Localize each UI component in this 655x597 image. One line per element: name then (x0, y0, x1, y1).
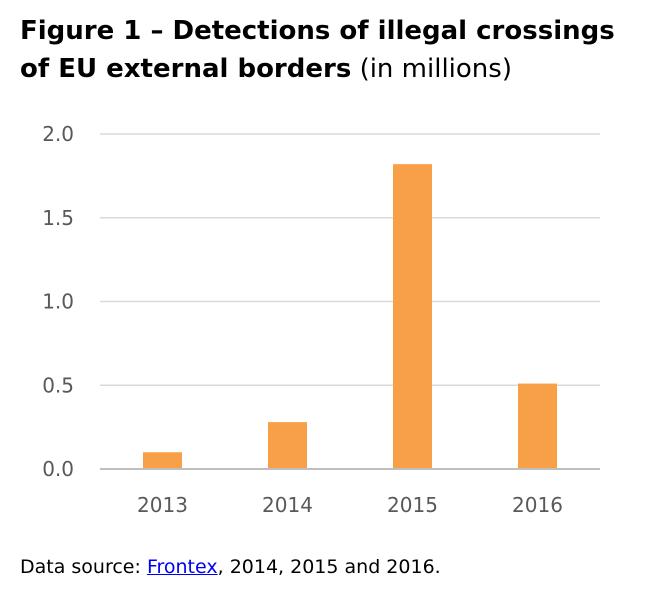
bar-2013 (143, 452, 182, 469)
x-tick-label: 2015 (387, 493, 438, 517)
y-tick-label: 2.0 (42, 122, 74, 146)
source-suffix: , 2014, 2015 and 2016. (217, 556, 441, 578)
data-source: Data source: Frontex, 2014, 2015 and 201… (20, 556, 441, 578)
frontex-link[interactable]: Frontex (146, 556, 218, 578)
title-unit: (in millions) (359, 54, 512, 84)
chart-title: Figure 1 – Detections of illegal crossin… (20, 12, 640, 88)
bar-2016 (518, 383, 557, 469)
bar-2014 (268, 422, 307, 469)
source-prefix: Data source: (20, 556, 147, 578)
x-tick-label: 2013 (137, 493, 188, 517)
y-tick-label: 1.5 (42, 206, 74, 230)
y-tick-label: 1.0 (42, 290, 74, 314)
title-main: Figure 1 – Detections of illegal crossin… (20, 16, 615, 84)
x-tick-label: 2016 (512, 493, 563, 517)
x-tick-label: 2014 (262, 493, 313, 517)
bar-2015 (393, 164, 432, 469)
y-tick-label: 0.5 (42, 373, 74, 397)
y-tick-label: 0.0 (42, 457, 74, 481)
